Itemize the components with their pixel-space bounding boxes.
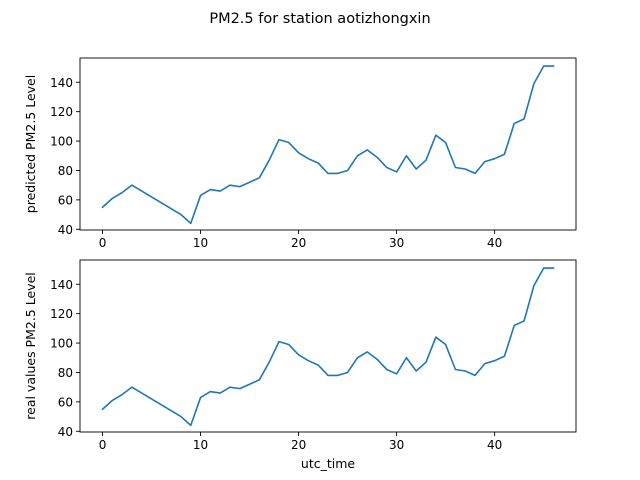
x-axis-label: utc_time [301,456,355,471]
axes-1: 0 10 20 30 40 40 60 80 100 120 140 predicted PM2.5 … [23,57,577,250]
y-tick-label: 40 [58,425,73,439]
y-tick-label: 120 [50,105,73,119]
y-tick-label: 100 [50,337,73,351]
x-tick-label: 0 [99,236,107,250]
series-line [101,65,555,225]
axes-frame [79,57,577,231]
axes-frame [79,259,577,433]
y-tick-label: 80 [58,366,73,380]
axes-2: 0 10 20 30 40 40 60 80 100 120 140 real values PM2.… [23,259,577,471]
y-tick-label: 120 [50,307,73,321]
x-tick-label: 20 [291,236,306,250]
x-tick-label: 30 [389,236,404,250]
y-tick-label: 100 [50,135,73,149]
x-tick-label: 40 [487,438,502,452]
y-tick-label: 80 [58,164,73,178]
figure-title: PM2.5 for station aotizhongxin [209,11,430,27]
x-tick-label: 10 [193,438,208,452]
y-axis-label: predicted PM2.5 Level [23,75,38,213]
y-tick-label: 140 [50,278,73,292]
y-tick-label: 40 [58,223,73,237]
y-tick-label: 60 [58,193,73,207]
x-tick-label: 40 [487,236,502,250]
y-tick-label: 60 [58,395,73,409]
x-tick-label: 10 [193,236,208,250]
y-tick-label: 140 [50,76,73,90]
x-tick-label: 0 [99,438,107,452]
x-tick-label: 20 [291,438,306,452]
y-axis-label: real values PM2.5 Level [23,272,38,419]
series-line [101,267,555,427]
x-tick-label: 30 [389,438,404,452]
